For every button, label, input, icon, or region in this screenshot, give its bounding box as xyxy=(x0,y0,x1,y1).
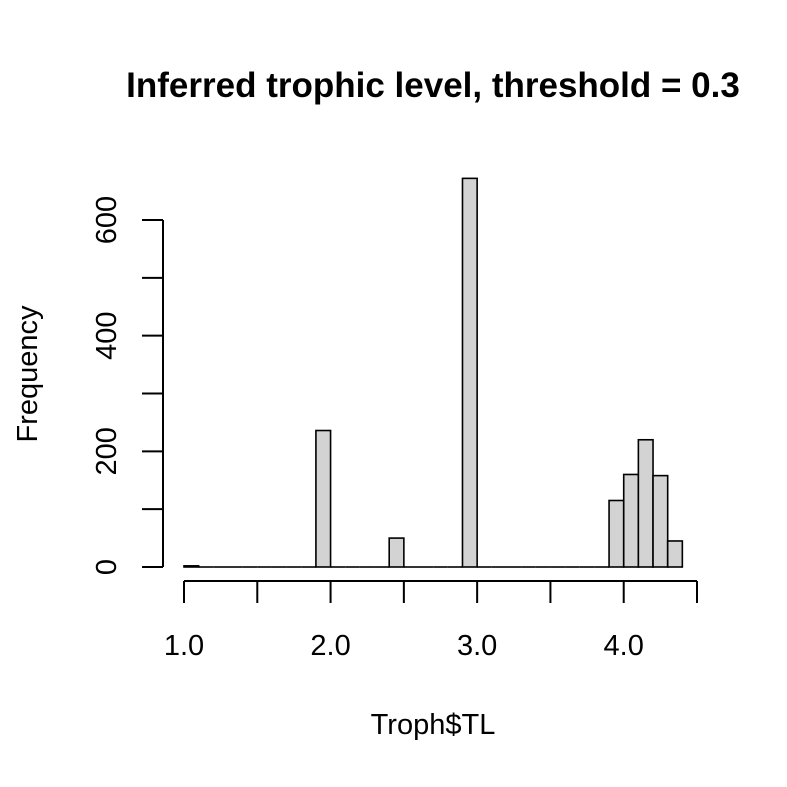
y-axis-label: Frequency xyxy=(12,305,44,443)
chart-title: Inferred trophic level, threshold = 0.3 xyxy=(126,66,740,105)
histogram-bar xyxy=(315,429,332,568)
y-tick-label: 600 xyxy=(91,196,123,244)
x-tick-label: 1.0 xyxy=(164,630,204,662)
x-axis-label: Troph$TL xyxy=(371,709,496,741)
histogram-bar xyxy=(388,537,405,568)
x-tick-label: 3.0 xyxy=(457,630,497,662)
y-tick-label: 200 xyxy=(91,427,123,475)
histogram-bars xyxy=(183,177,684,568)
histogram-bar xyxy=(652,474,669,568)
y-axis: 0 200 400 600 xyxy=(91,196,164,575)
histogram-bar xyxy=(666,540,684,568)
histogram-bar xyxy=(608,499,625,568)
y-tick-label: 0 xyxy=(91,559,123,575)
histogram-bar xyxy=(637,438,654,568)
x-axis: 1.0 2.0 3.0 4.0 xyxy=(164,580,698,662)
histogram-bar xyxy=(622,473,640,568)
y-tick-label: 400 xyxy=(91,311,123,359)
histogram-bar xyxy=(461,177,478,568)
histogram-bar xyxy=(183,565,200,568)
x-tick-label: 4.0 xyxy=(604,630,644,662)
x-tick-label: 2.0 xyxy=(310,630,350,662)
